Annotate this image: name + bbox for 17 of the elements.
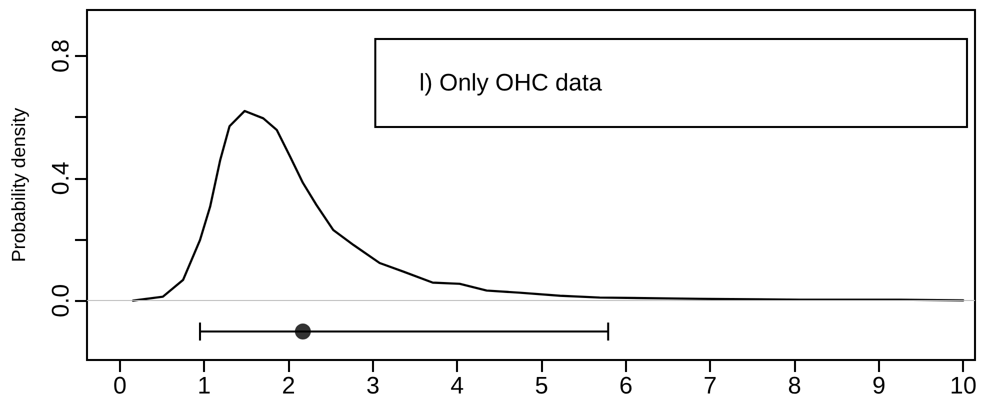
line-series [132,110,964,302]
x-tick-label: 5 [534,372,548,400]
x-tick-label: 4 [450,372,464,400]
y-axis-title: Probability density [9,107,30,262]
x-tick-label: 9 [872,372,886,400]
y-tick-label: 0.4 [48,162,74,195]
x-tick-label: 6 [619,372,633,400]
x-tick-label: 3 [366,372,380,400]
x-tick-label: 8 [788,372,802,400]
x-tick-label: 7 [704,372,717,400]
x-tick-label: 1 [198,372,211,400]
annotation: l) Only OHC data [419,70,603,96]
y-tick-label: 0.8 [48,39,74,73]
x-tick-label: 2 [282,372,296,400]
x-tick-label: 0 [113,372,127,400]
y-tick-label: 0.0 [48,284,74,318]
x-tick-label: 10 [950,372,977,400]
